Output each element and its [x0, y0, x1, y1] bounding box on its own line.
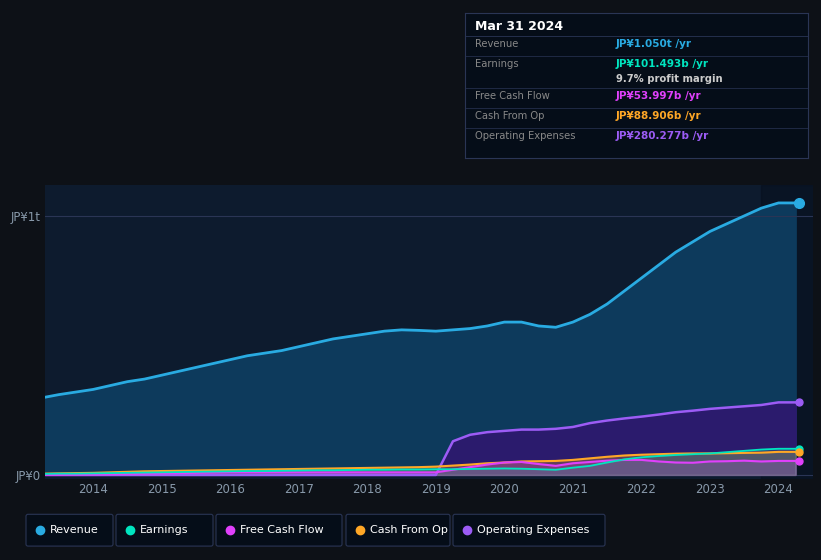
Text: Cash From Op: Cash From Op [370, 525, 448, 535]
Text: JP¥101.493b /yr: JP¥101.493b /yr [616, 59, 709, 69]
Text: Earnings: Earnings [475, 59, 519, 69]
FancyBboxPatch shape [116, 514, 213, 546]
Text: Revenue: Revenue [50, 525, 99, 535]
Text: Free Cash Flow: Free Cash Flow [475, 91, 550, 101]
Text: Revenue: Revenue [475, 39, 519, 49]
FancyBboxPatch shape [216, 514, 342, 546]
Text: Mar 31 2024: Mar 31 2024 [475, 20, 563, 33]
Text: JP¥53.997b /yr: JP¥53.997b /yr [616, 91, 702, 101]
Text: Cash From Op: Cash From Op [475, 111, 544, 121]
FancyBboxPatch shape [26, 514, 113, 546]
Text: 9.7% profit margin: 9.7% profit margin [616, 74, 722, 85]
Text: JP¥280.277b /yr: JP¥280.277b /yr [616, 131, 709, 141]
Text: Operating Expenses: Operating Expenses [477, 525, 589, 535]
Bar [761, 185, 821, 479]
Text: Earnings: Earnings [140, 525, 189, 535]
FancyBboxPatch shape [346, 514, 450, 546]
Text: JP¥1.050t /yr: JP¥1.050t /yr [616, 39, 692, 49]
Text: Operating Expenses: Operating Expenses [475, 131, 576, 141]
Text: Free Cash Flow: Free Cash Flow [240, 525, 323, 535]
FancyBboxPatch shape [453, 514, 605, 546]
Text: JP¥88.906b /yr: JP¥88.906b /yr [616, 111, 702, 121]
